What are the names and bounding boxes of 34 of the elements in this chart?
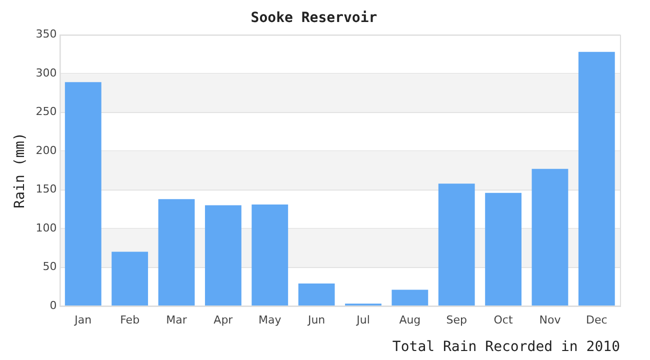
chart-title: Sooke Reservoir bbox=[250, 10, 378, 26]
x-tick-label: Oct bbox=[494, 313, 514, 326]
bar bbox=[112, 252, 148, 306]
y-tick-label: 50 bbox=[42, 260, 57, 274]
bar bbox=[158, 199, 195, 306]
y-axis-title: Rain (mm) bbox=[12, 132, 28, 208]
y-tick-label: 0 bbox=[50, 298, 57, 312]
bar bbox=[204, 205, 242, 306]
bar bbox=[438, 184, 475, 306]
y-tick-label: 150 bbox=[36, 182, 57, 196]
y-tick-label: 200 bbox=[36, 144, 57, 157]
x-tick-label: Dec bbox=[586, 313, 608, 326]
x-tick-label: May bbox=[258, 313, 282, 326]
x-tick-label: Mar bbox=[166, 313, 188, 326]
x-tick-label: Aug bbox=[399, 313, 421, 326]
x-tick-label: Jun bbox=[306, 313, 326, 326]
x-tick-label: Apr bbox=[214, 313, 234, 326]
x-axis-title: Total Rain Recorded in 2010 bbox=[392, 339, 620, 356]
x-tick-label: Feb bbox=[120, 313, 140, 326]
bar bbox=[298, 284, 335, 306]
y-tick-label: 250 bbox=[36, 105, 57, 118]
bar bbox=[485, 192, 522, 306]
y-tick-label: 100 bbox=[36, 221, 57, 234]
x-tick-label: Jan bbox=[74, 313, 92, 326]
y-tick-label: 350 bbox=[36, 28, 57, 41]
bar bbox=[64, 82, 102, 306]
x-tick-label: Jul bbox=[356, 313, 370, 326]
bar bbox=[252, 204, 288, 306]
y-tick-label: 300 bbox=[36, 66, 57, 80]
x-tick-label: Nov bbox=[539, 313, 562, 326]
bar bbox=[578, 52, 615, 306]
bar bbox=[532, 168, 568, 306]
x-tick-label: Sep bbox=[446, 313, 467, 326]
bar bbox=[392, 290, 428, 306]
